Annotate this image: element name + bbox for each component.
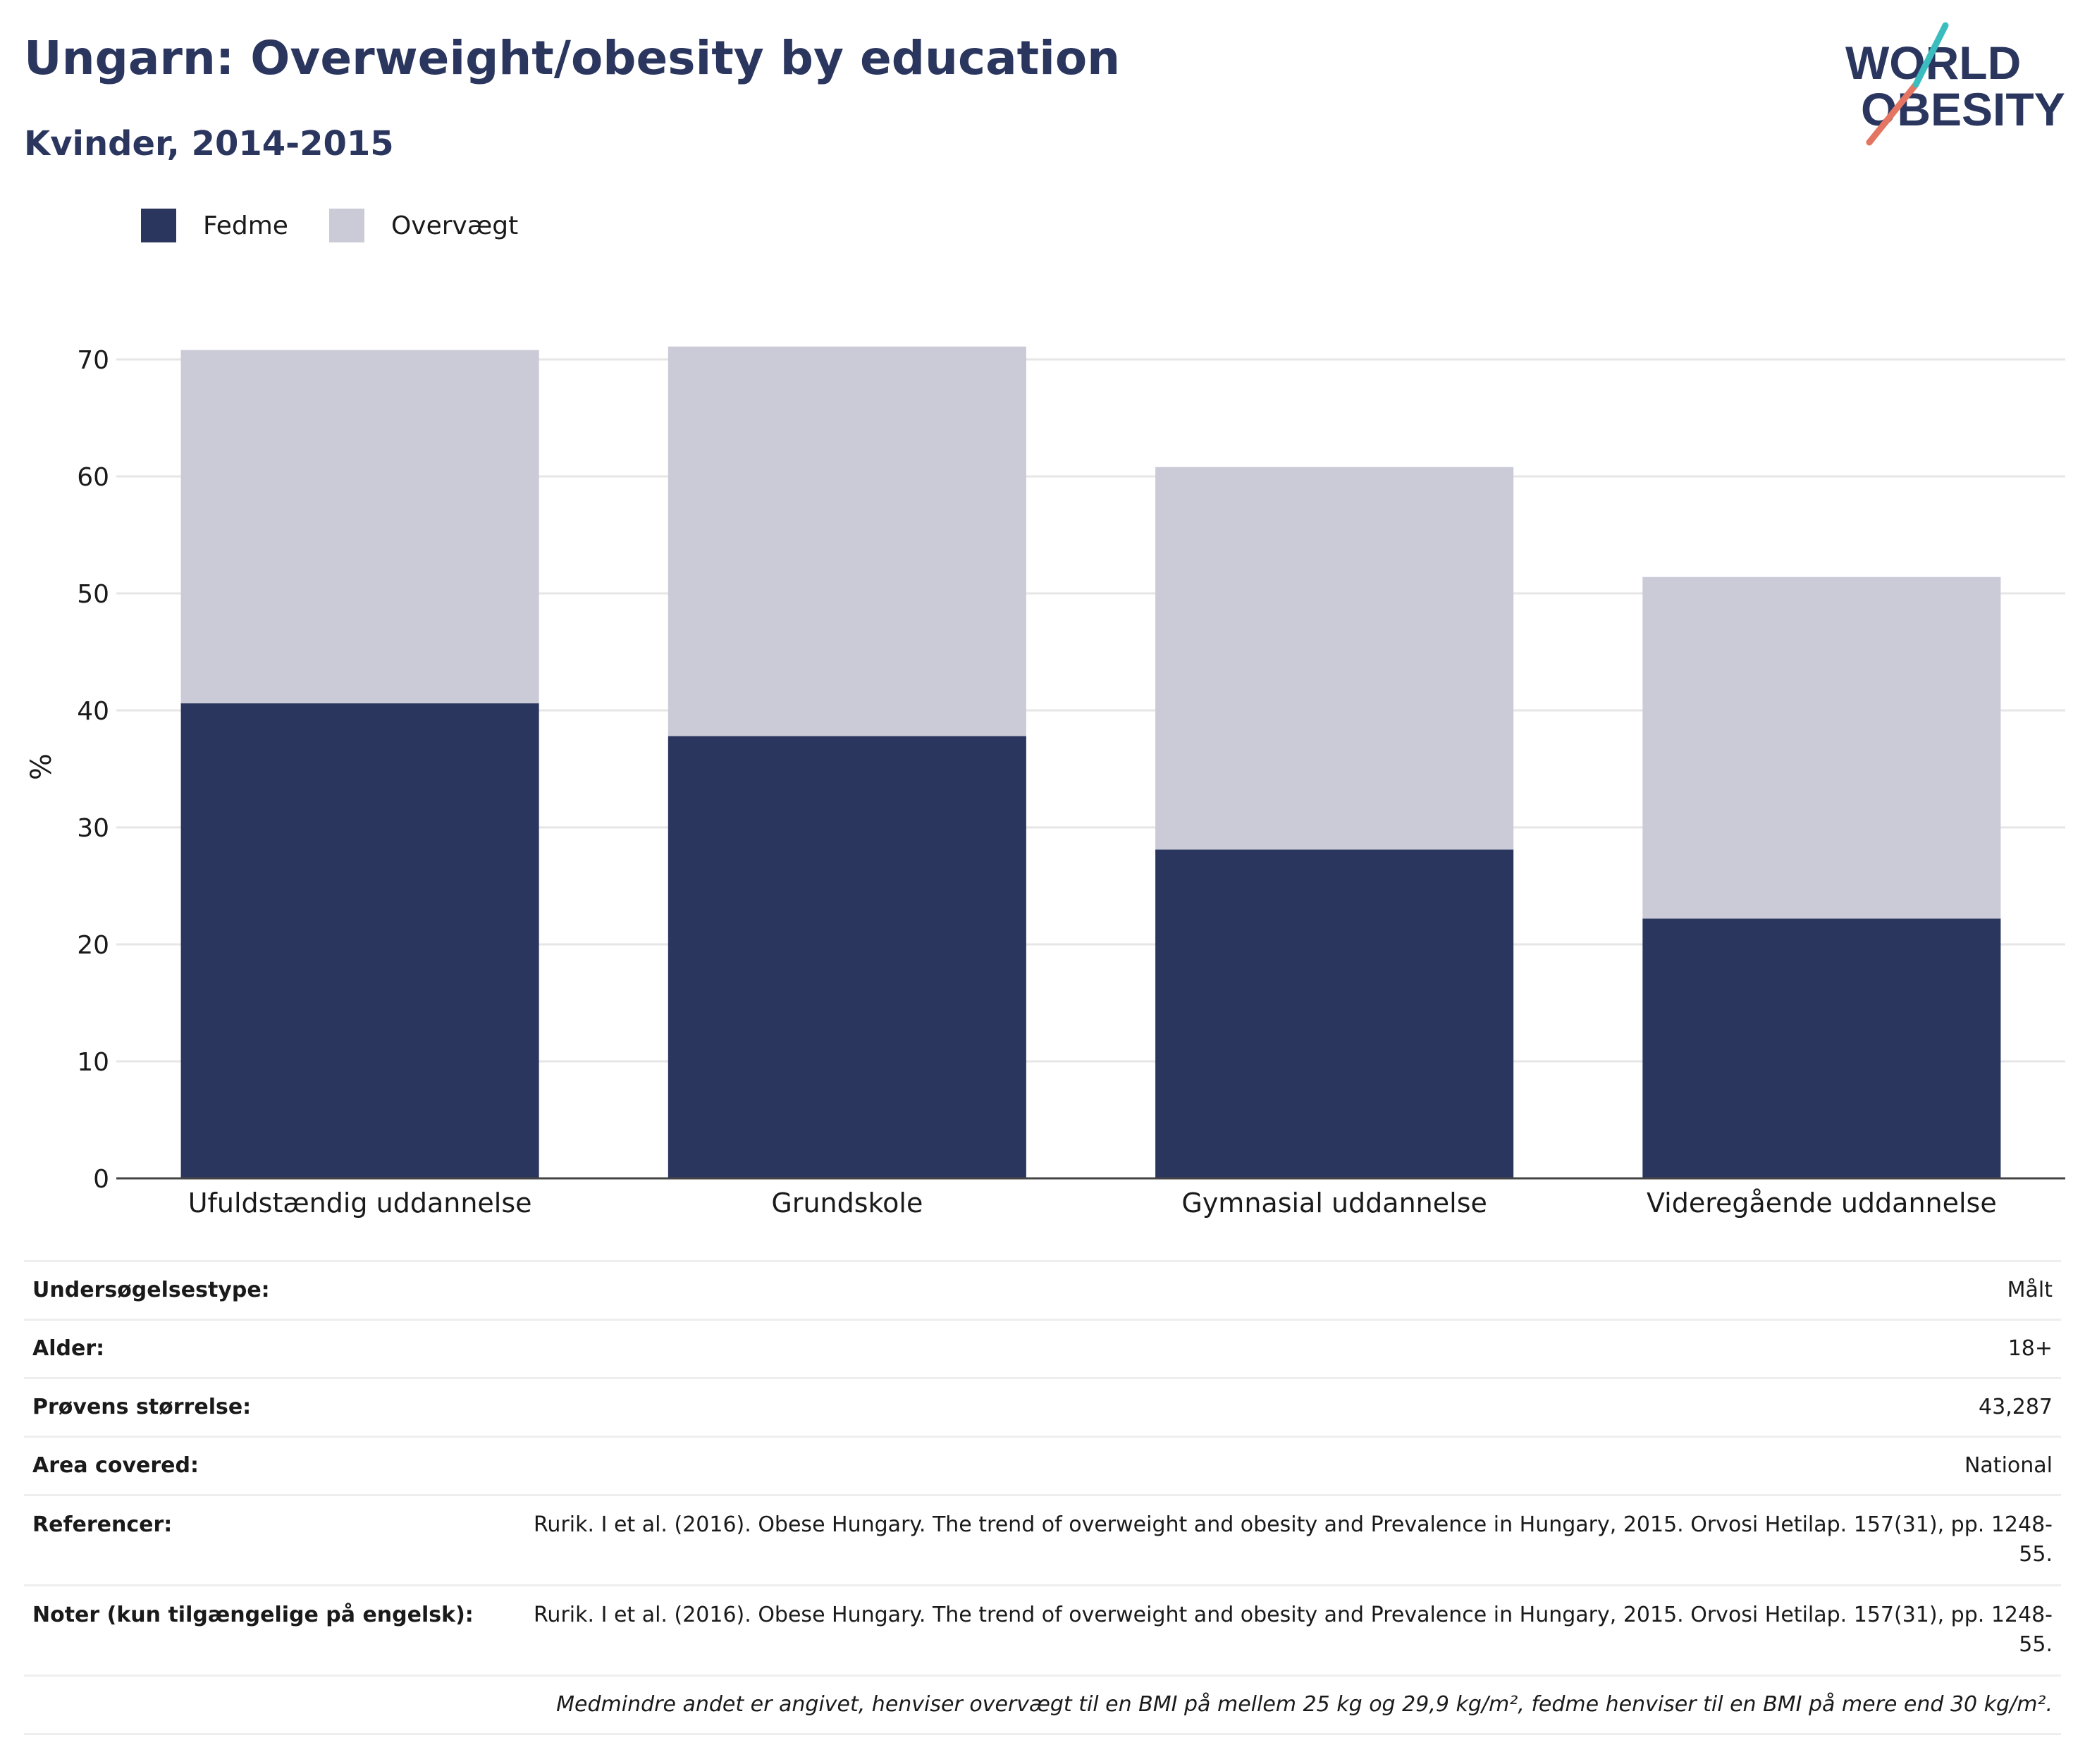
info-value: National <box>520 1436 2061 1495</box>
bar-overvaegt <box>668 346 1026 736</box>
info-key: Undersøgelsestype: <box>24 1260 520 1320</box>
bar-fedme <box>1642 918 2001 1178</box>
bar-overvaegt <box>1642 576 2001 919</box>
info-key: Area covered: <box>24 1436 520 1495</box>
y-tick-label: 40 <box>77 697 109 726</box>
legend-item-overvaegt: Overvægt <box>328 209 519 242</box>
info-value: 43,287 <box>520 1377 2061 1437</box>
info-row-sample-size: Prøvens størrelse: 43,287 <box>24 1377 2061 1437</box>
bar-fedme <box>180 703 539 1178</box>
world-obesity-logo: WORLD OBESITY <box>1845 22 2065 146</box>
info-row-area: Area covered: National <box>24 1436 2061 1495</box>
y-tick-label: 70 <box>77 346 109 375</box>
info-key: Noter (kun tilgængelige på engelsk): <box>24 1584 520 1676</box>
footnote: Medmindre andet er angivet, henviser ove… <box>24 1674 2061 1735</box>
info-value: Målt <box>520 1260 2061 1320</box>
legend-swatch-fedme <box>141 209 176 242</box>
x-tick-label: Ufuldstændig uddannelse <box>188 1188 532 1219</box>
y-tick-label: 30 <box>77 814 109 843</box>
y-tick-label: 60 <box>77 463 109 492</box>
legend-swatch-overvaegt <box>328 209 364 242</box>
y-axis-label: % <box>25 753 58 780</box>
info-row-survey-type: Undersøgelsestype: Målt <box>24 1260 2061 1320</box>
info-value: 18+ <box>520 1319 2061 1378</box>
info-row-references: Referencer: Rurik. I et al. (2016). Obes… <box>24 1494 2061 1586</box>
y-tick-label: 0 <box>93 1165 109 1194</box>
bar-overvaegt <box>180 350 539 704</box>
x-tick-label: Gymnasial uddannelse <box>1181 1188 1487 1219</box>
info-row-age: Alder: 18+ <box>24 1319 2061 1378</box>
legend-item-fedme: Fedme <box>141 209 288 242</box>
chart-legend: Fedme Overvægt <box>141 209 559 242</box>
y-tick-label: 50 <box>77 580 109 609</box>
info-value: Rurik. I et al. (2016). Obese Hungary. T… <box>520 1494 2061 1586</box>
info-key: Alder: <box>24 1319 520 1378</box>
info-row-notes: Noter (kun tilgængelige på engelsk): Rur… <box>24 1584 2061 1676</box>
stacked-bar-chart: 0 10 20 30 40 50 60 70% Ufuldstændig uddannelse G… <box>25 346 2065 1219</box>
survey-info-table: Undersøgelsestype: Målt Alder: 18+ Prøve… <box>24 1260 2061 1735</box>
legend-label-fedme: Fedme <box>203 211 288 240</box>
y-tick-label: 10 <box>77 1048 109 1077</box>
info-value: Rurik. I et al. (2016). Obese Hungary. T… <box>520 1584 2061 1676</box>
page-subtitle: Kvinder, 2014-2015 <box>24 124 394 164</box>
info-footnote-row: Medmindre andet er angivet, henviser ove… <box>24 1674 2061 1735</box>
y-tick-label: 20 <box>77 931 109 960</box>
bar-overvaegt <box>1155 467 1514 850</box>
x-tick-label: Grundskole <box>771 1188 923 1219</box>
info-key: Prøvens størrelse: <box>24 1377 520 1437</box>
legend-label-overvaegt: Overvægt <box>390 211 519 240</box>
page-title: Ungarn: Overweight/obesity by education <box>24 31 1121 85</box>
info-key: Referencer: <box>24 1494 520 1586</box>
x-tick-label: Videregående uddannelse <box>1647 1188 1997 1219</box>
bar-fedme <box>668 736 1026 1178</box>
bar-fedme <box>1155 849 1514 1178</box>
